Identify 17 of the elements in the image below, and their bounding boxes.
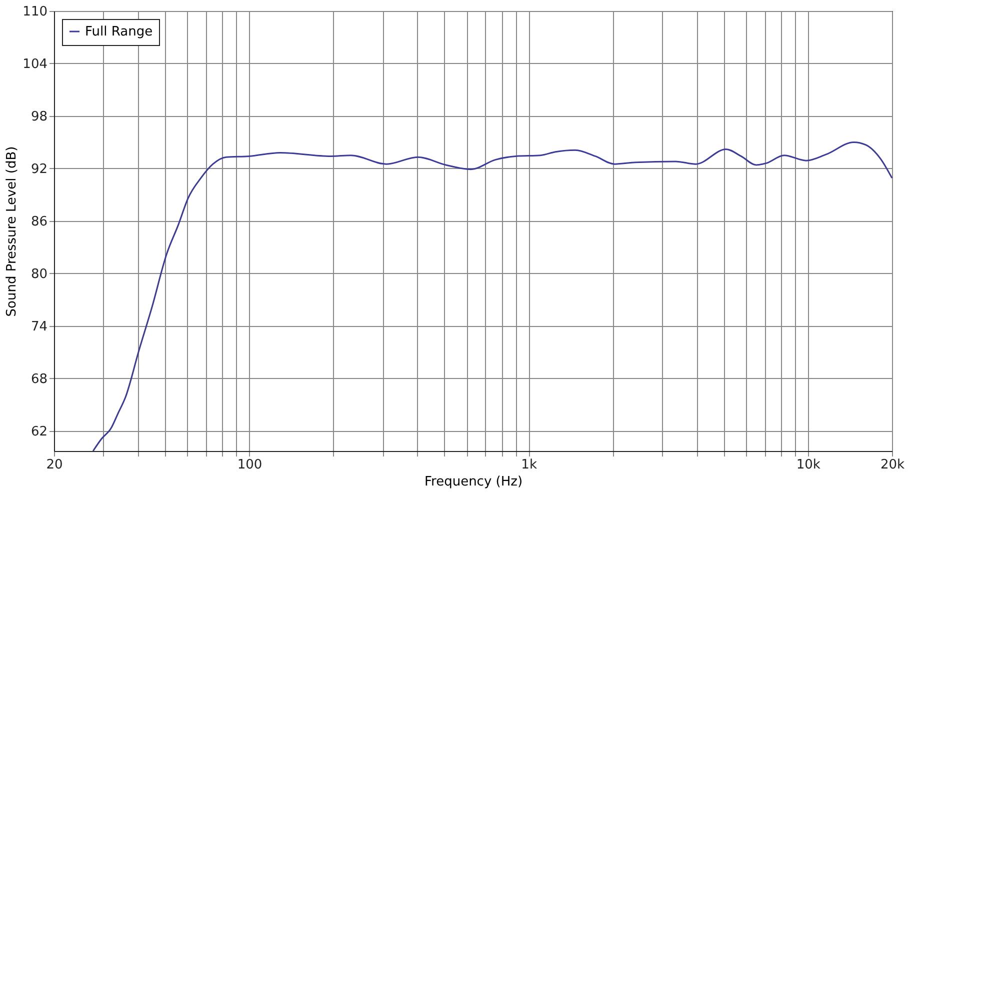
y-tick-label: 62 (30, 424, 48, 440)
x-tick-label: 20 (46, 458, 63, 472)
y-tick-label: 80 (30, 266, 48, 282)
x-tick-label: 10k (796, 458, 821, 472)
x-axis-title: Frequency (Hz) (424, 474, 523, 490)
y-tick-label: 98 (30, 109, 48, 124)
y-tick-label: 110 (22, 4, 48, 20)
y-tick-label: 74 (30, 319, 48, 334)
x-tick-label: 100 (237, 458, 262, 472)
y-axis-title: Sound Pressure Level (dB) (4, 146, 20, 317)
y-tick-label: 92 (30, 162, 48, 177)
y-tick-label: 86 (30, 214, 48, 230)
x-tick-label: 1k (521, 458, 538, 472)
y-tick-label: 104 (22, 56, 48, 72)
x-tick-label: 20k (880, 458, 906, 472)
y-tick-label: 68 (30, 372, 48, 387)
legend-label: Full Range (85, 24, 153, 40)
